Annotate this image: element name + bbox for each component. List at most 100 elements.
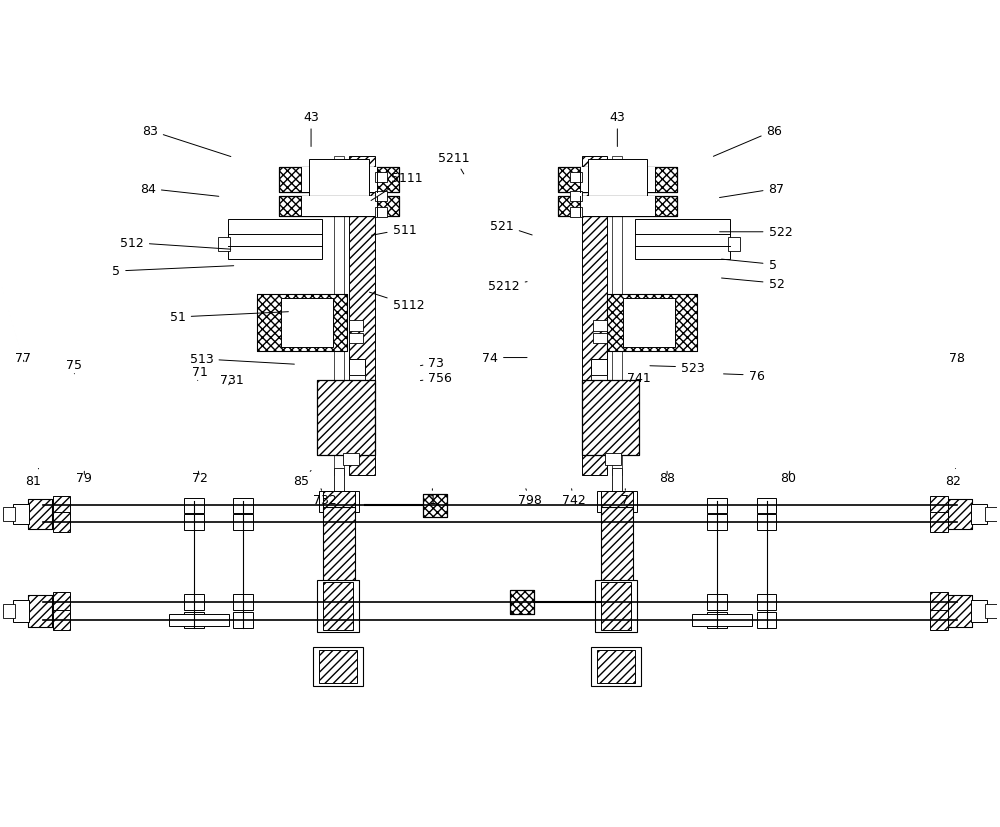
- Bar: [707, 498, 727, 514]
- Bar: [582, 157, 607, 475]
- Text: 77: 77: [15, 351, 31, 365]
- Bar: [588, 160, 647, 200]
- Bar: [757, 595, 776, 610]
- Bar: [595, 581, 637, 632]
- Text: 73: 73: [420, 356, 444, 370]
- Bar: [707, 595, 727, 610]
- Bar: [558, 197, 677, 217]
- Text: 741: 741: [621, 372, 651, 385]
- Bar: [281, 299, 333, 348]
- Text: 5: 5: [722, 258, 777, 271]
- Text: 43: 43: [303, 111, 319, 147]
- Text: 80: 80: [780, 471, 796, 484]
- Text: 5211: 5211: [438, 151, 470, 174]
- Bar: [53, 592, 70, 612]
- Bar: [728, 237, 740, 251]
- Bar: [930, 496, 948, 516]
- Bar: [570, 173, 582, 183]
- Text: 75: 75: [66, 358, 82, 375]
- Bar: [218, 237, 230, 251]
- Bar: [707, 612, 727, 628]
- Bar: [510, 590, 534, 614]
- Bar: [279, 168, 399, 193]
- Text: 742: 742: [562, 489, 585, 506]
- Bar: [319, 491, 359, 513]
- Bar: [317, 581, 359, 632]
- Bar: [169, 614, 229, 626]
- Bar: [623, 299, 675, 348]
- Bar: [591, 360, 607, 375]
- Text: 511: 511: [371, 223, 416, 237]
- Bar: [13, 600, 29, 622]
- Bar: [930, 592, 948, 612]
- Bar: [985, 508, 997, 521]
- Bar: [601, 491, 633, 513]
- Bar: [580, 168, 655, 193]
- Text: 84: 84: [140, 183, 219, 197]
- Bar: [591, 375, 607, 385]
- Bar: [233, 612, 253, 628]
- Bar: [53, 513, 70, 533]
- Bar: [349, 360, 365, 375]
- Bar: [605, 453, 621, 465]
- Bar: [323, 508, 355, 582]
- Bar: [757, 498, 776, 514]
- Text: 731: 731: [220, 373, 243, 386]
- Bar: [757, 515, 776, 531]
- Bar: [317, 380, 375, 455]
- Bar: [53, 610, 70, 630]
- Bar: [692, 614, 752, 626]
- Bar: [423, 494, 447, 518]
- Bar: [582, 380, 639, 455]
- Bar: [558, 197, 677, 217]
- Bar: [28, 595, 52, 627]
- Text: 87: 87: [720, 183, 785, 198]
- Bar: [601, 508, 633, 582]
- Bar: [343, 453, 359, 465]
- Text: 5: 5: [112, 265, 234, 278]
- Bar: [948, 595, 972, 627]
- Bar: [257, 294, 347, 352]
- Text: 78: 78: [949, 351, 965, 365]
- Bar: [349, 157, 375, 475]
- Bar: [607, 294, 697, 352]
- Text: 79: 79: [76, 471, 92, 484]
- Bar: [612, 468, 622, 562]
- Text: 523: 523: [650, 361, 705, 374]
- Bar: [334, 157, 344, 475]
- Bar: [582, 380, 639, 455]
- Bar: [13, 504, 29, 524]
- Bar: [607, 294, 697, 352]
- Bar: [971, 600, 987, 622]
- Text: 82: 82: [946, 469, 961, 488]
- Text: 5111: 5111: [371, 172, 422, 201]
- Text: 756: 756: [420, 372, 452, 385]
- Text: 86: 86: [713, 125, 782, 157]
- Bar: [570, 208, 582, 218]
- Bar: [707, 515, 727, 531]
- Bar: [423, 494, 447, 518]
- Bar: [375, 192, 387, 202]
- Bar: [233, 515, 253, 531]
- Bar: [593, 334, 607, 344]
- Bar: [313, 647, 363, 686]
- Bar: [309, 160, 369, 200]
- Text: 81: 81: [25, 469, 41, 488]
- Bar: [301, 197, 377, 217]
- Bar: [28, 500, 52, 529]
- Bar: [3, 508, 15, 521]
- Text: 512: 512: [120, 237, 231, 250]
- Bar: [28, 595, 52, 627]
- Text: 7: 7: [621, 489, 629, 506]
- Bar: [53, 496, 70, 516]
- Bar: [930, 513, 948, 533]
- Text: 88: 88: [659, 471, 675, 484]
- Bar: [985, 604, 997, 619]
- Bar: [233, 498, 253, 514]
- Bar: [597, 650, 635, 684]
- Bar: [184, 612, 204, 628]
- Bar: [601, 508, 633, 582]
- Bar: [375, 173, 387, 183]
- Bar: [184, 498, 204, 514]
- Bar: [601, 582, 631, 630]
